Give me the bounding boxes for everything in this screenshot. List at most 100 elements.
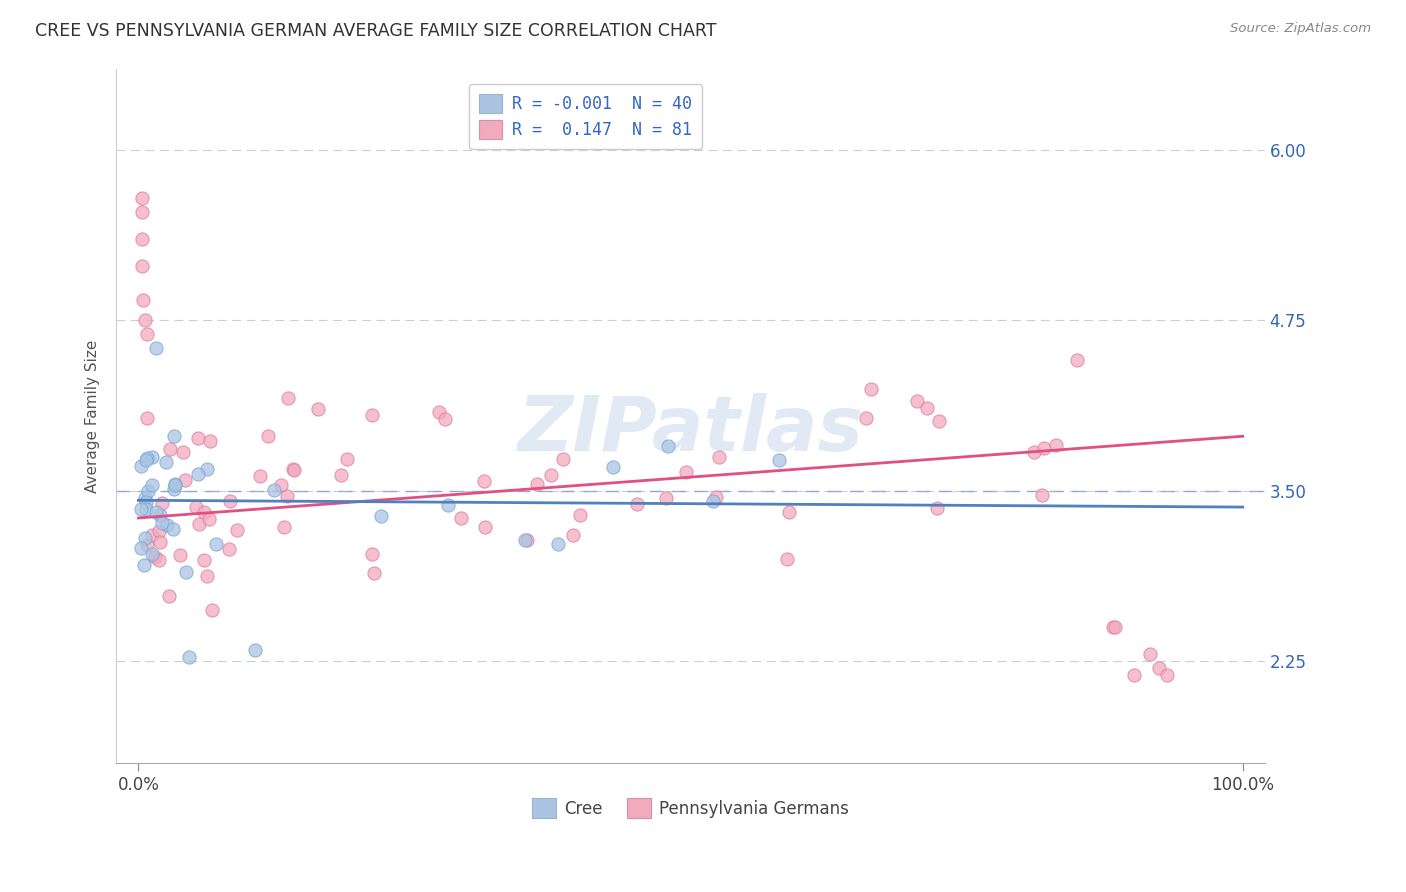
Point [361, 547, 384, 561]
Point [859, 382, 882, 396]
Point [1032, 442, 1054, 456]
Point [131, 232, 153, 246]
Point [172, 444, 194, 458]
Point [155, 455, 177, 469]
Point [526, 477, 548, 491]
Point [1122, 667, 1144, 681]
Point [135, 453, 157, 467]
Point [768, 453, 790, 467]
Point [277, 391, 299, 405]
Point [141, 478, 163, 492]
Point [249, 468, 271, 483]
Point [163, 478, 186, 492]
Point [709, 450, 731, 464]
Point [129, 458, 152, 473]
Point [143, 549, 166, 564]
Point [218, 494, 240, 508]
Point [131, 293, 153, 307]
Y-axis label: Average Family Size: Average Family Size [86, 339, 100, 492]
Point [157, 589, 180, 603]
Point [915, 401, 938, 416]
Text: Source: ZipAtlas.com: Source: ZipAtlas.com [1230, 22, 1371, 36]
Point [187, 467, 209, 482]
Point [141, 450, 163, 464]
Point [148, 524, 170, 538]
Point [257, 429, 280, 443]
Point [163, 429, 186, 443]
Point [434, 411, 457, 425]
Point [513, 533, 536, 547]
Point [163, 483, 186, 497]
Point [702, 493, 724, 508]
Point [1031, 488, 1053, 502]
Point [129, 502, 152, 516]
Point [195, 569, 218, 583]
Point [657, 439, 679, 453]
Point [1045, 438, 1067, 452]
Point [135, 495, 157, 509]
Point [134, 531, 156, 545]
Point [136, 483, 159, 498]
Point [184, 500, 207, 514]
Point [148, 553, 170, 567]
Point [243, 643, 266, 657]
Point [149, 535, 172, 549]
Point [131, 191, 153, 205]
Point [198, 434, 221, 448]
Point [329, 468, 352, 483]
Point [201, 603, 224, 617]
Point [855, 411, 877, 425]
Point [1139, 647, 1161, 661]
Point [626, 497, 648, 511]
Point [704, 490, 727, 504]
Point [540, 468, 562, 483]
Point [134, 558, 156, 572]
Point [129, 541, 152, 555]
Point [150, 516, 173, 531]
Point [1149, 661, 1171, 675]
Point [149, 508, 172, 522]
Point [307, 401, 329, 416]
Point [131, 259, 153, 273]
Point [174, 565, 197, 579]
Text: CREE VS PENNSYLVANIA GERMAN AVERAGE FAMILY SIZE CORRELATION CHART: CREE VS PENNSYLVANIA GERMAN AVERAGE FAMI… [35, 22, 717, 40]
Point [561, 527, 583, 541]
Point [187, 516, 209, 531]
Point [450, 510, 472, 524]
Point [472, 474, 495, 488]
Point [778, 505, 800, 519]
Point [602, 460, 624, 475]
Point [145, 505, 167, 519]
Point [675, 465, 697, 479]
Point [150, 496, 173, 510]
Point [198, 511, 221, 525]
Point [283, 463, 305, 477]
Point [136, 538, 159, 552]
Point [427, 404, 450, 418]
Point [336, 452, 359, 467]
Point [928, 414, 950, 428]
Point [1066, 353, 1088, 368]
Point [145, 341, 167, 355]
Point [136, 451, 159, 466]
Point [136, 327, 159, 342]
Point [174, 473, 197, 487]
Point [1024, 444, 1046, 458]
Point [1104, 620, 1126, 634]
Point [547, 536, 569, 550]
Point [162, 523, 184, 537]
Point [134, 313, 156, 327]
Point [655, 491, 678, 506]
Point [141, 547, 163, 561]
Point [363, 566, 385, 581]
Point [159, 442, 181, 456]
Point [218, 542, 240, 557]
Point [134, 491, 156, 505]
Text: ZIPatlas: ZIPatlas [517, 392, 863, 467]
Point [263, 483, 285, 497]
Point [361, 409, 384, 423]
Point [925, 500, 948, 515]
Point [179, 649, 201, 664]
Point [569, 508, 592, 522]
Point [516, 533, 538, 547]
